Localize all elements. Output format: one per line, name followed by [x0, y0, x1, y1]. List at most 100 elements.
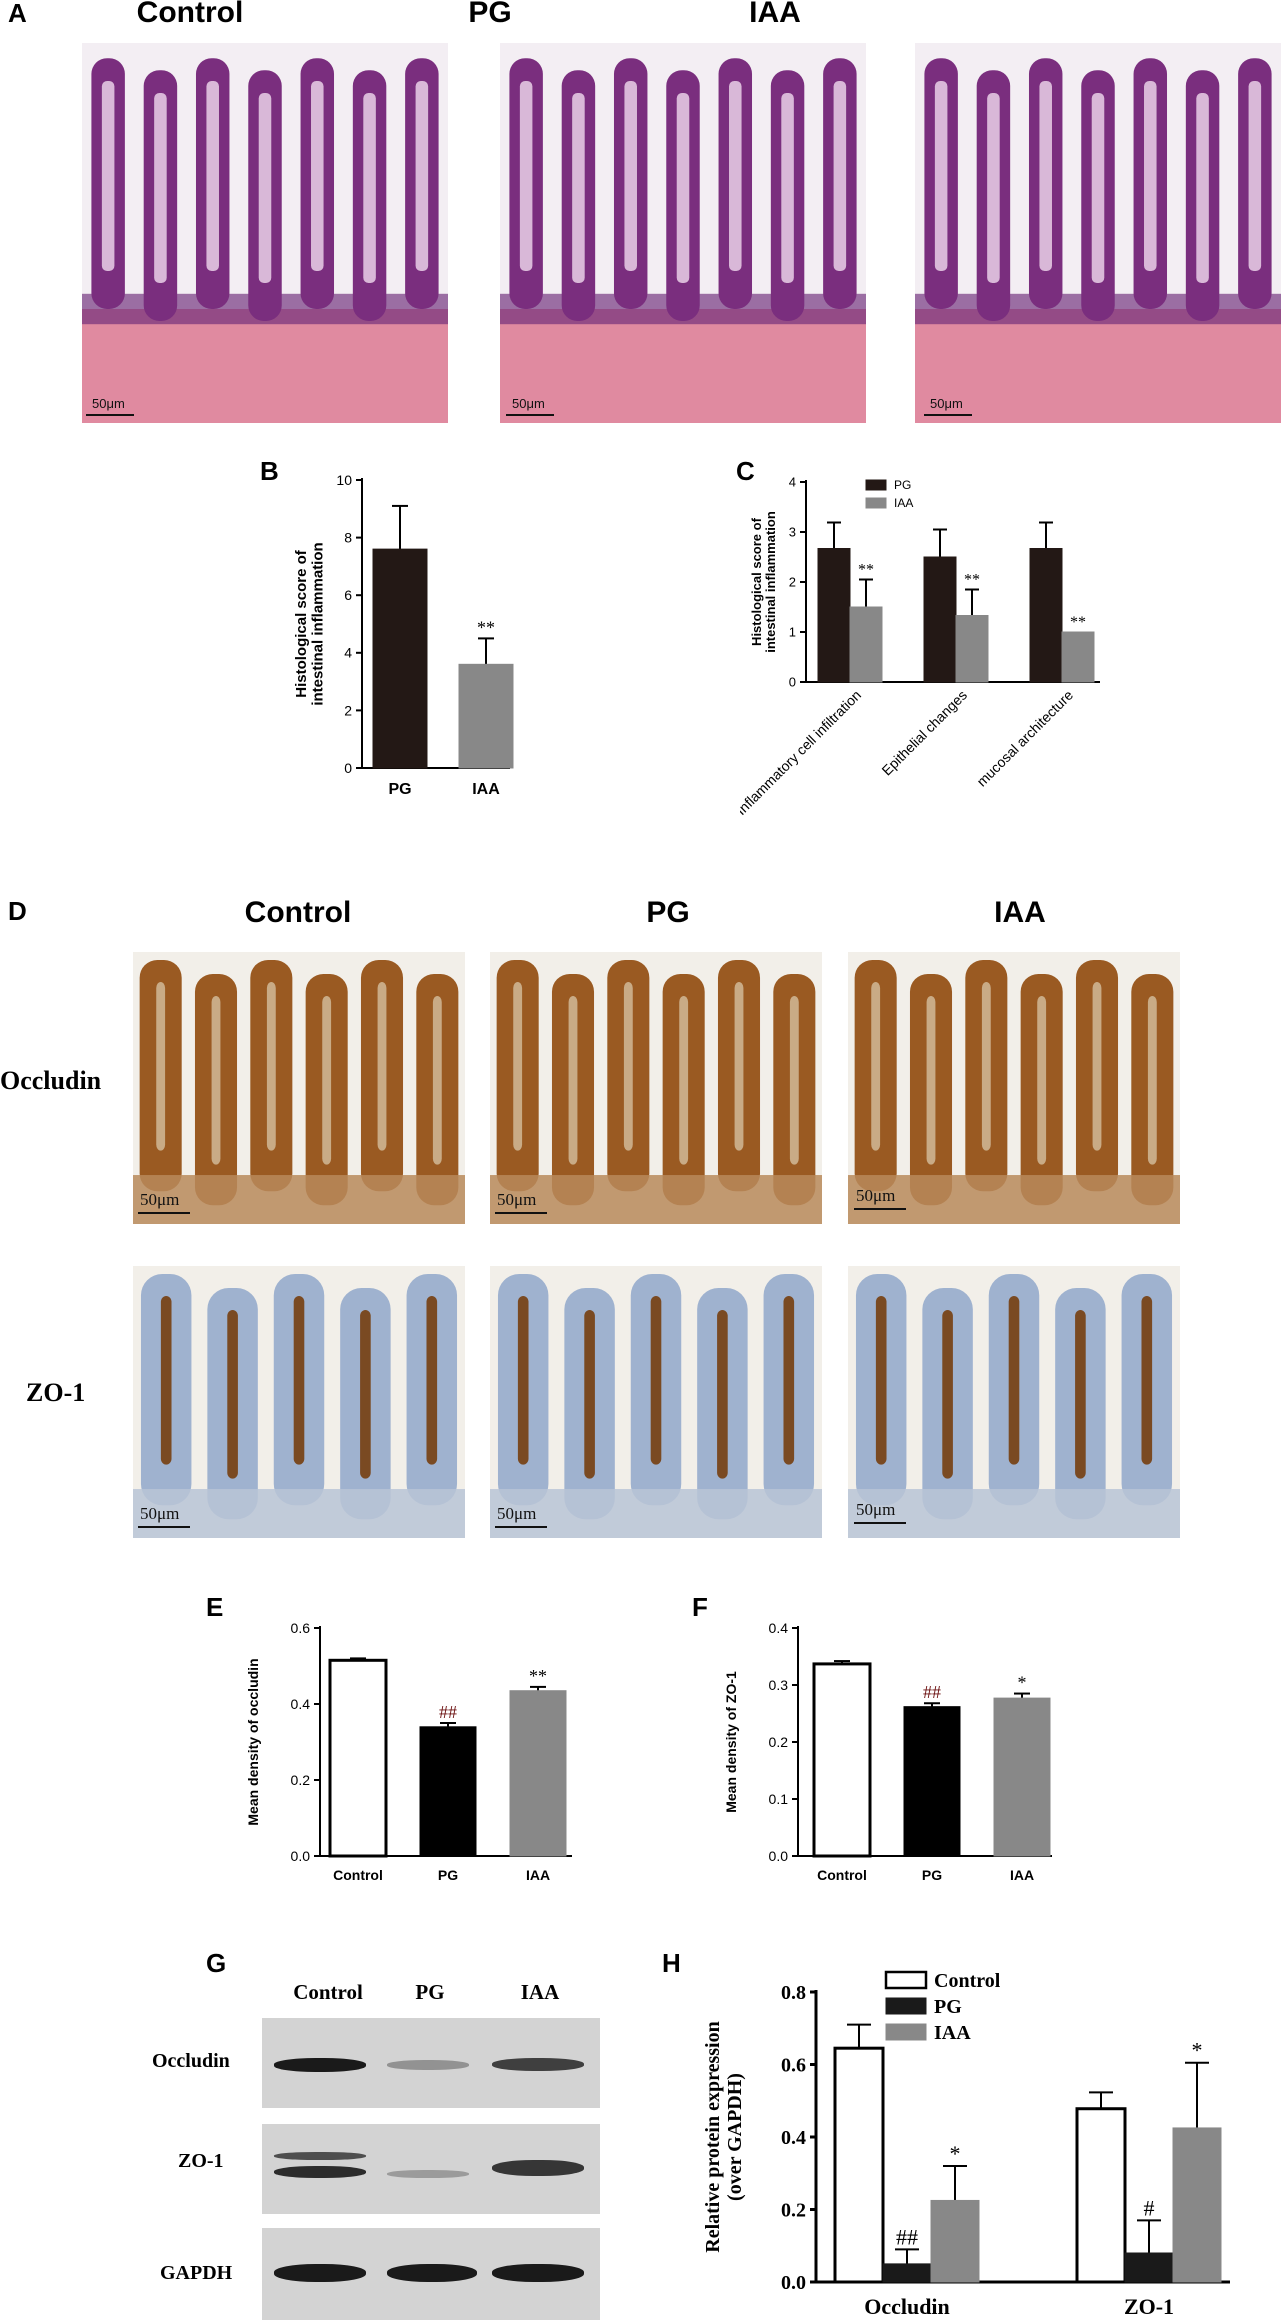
significance-marker: ** — [477, 617, 495, 637]
ihc-crypt-layer — [490, 1175, 822, 1224]
y-tick-label: 0.2 — [769, 1734, 789, 1750]
ihc-tissue-drawing — [490, 1266, 822, 1538]
x-category-label: PG — [388, 781, 411, 798]
x-category-label: IAA — [526, 1867, 550, 1883]
panel-d-col-control: Control — [244, 896, 352, 929]
he-muscle-layer — [915, 309, 1281, 423]
y-tick-label: 6 — [344, 587, 352, 603]
legend-label: Control — [934, 1970, 1001, 1992]
x-category-label: Occludin — [864, 2294, 950, 2319]
panel-d-letter: D — [8, 896, 27, 926]
x-category-label: mucosal architecture — [973, 687, 1076, 790]
ihc-villus-core — [517, 1296, 529, 1465]
scale-bar-d-1 — [138, 1212, 190, 1214]
he-villus-core — [934, 81, 948, 271]
blot-band — [387, 2264, 477, 2282]
blot-band — [387, 2060, 469, 2070]
ihc-villus-core — [513, 982, 523, 1151]
bar — [1075, 2107, 1127, 2284]
x-category-label: Inflammatory cell infiltration — [740, 687, 864, 818]
ihc-villus-core — [875, 1296, 887, 1465]
chart-c: 0 1 2 3 4 Histological score ofintestinal inf… — [740, 475, 1100, 818]
scale-label-a-control: 50μm — [92, 396, 125, 411]
y-tick-label: 4 — [344, 645, 352, 661]
ihc-villus-core — [211, 996, 221, 1165]
bar — [458, 663, 514, 769]
y-axis-label: Histological score ofintestinal inflamma… — [749, 511, 778, 653]
he-villus-core — [101, 81, 115, 271]
panel-g-col-control: Control — [293, 1980, 363, 2004]
legend-swatch — [865, 497, 887, 509]
ihc-villus-core — [1147, 996, 1157, 1165]
ihc-villus-core — [584, 1310, 595, 1479]
ihc-villus-core — [1037, 996, 1047, 1165]
significance-marker: ## — [923, 1682, 941, 1702]
y-tick-label: 0 — [789, 675, 796, 690]
panel-d-row-zo1: ZO-1 — [26, 1378, 86, 1407]
panel-g-col-pg: PG — [415, 1980, 445, 2004]
he-villus-core — [1091, 93, 1105, 283]
bar — [328, 1658, 388, 1858]
he-villus-core — [729, 81, 742, 271]
legend-label: IAA — [894, 496, 913, 510]
he-micrograph-iaa — [915, 43, 1281, 423]
he-muscle-layer — [500, 309, 866, 423]
y-tick-label: 10 — [336, 472, 352, 488]
panel-h-letter: H — [662, 1948, 681, 1978]
ihc-villus-core — [734, 982, 744, 1151]
scale-bar-a-pg — [506, 414, 554, 416]
y-tick-label: 3 — [789, 525, 796, 540]
scale-label-d-2: 50μm — [497, 1190, 537, 1209]
he-villus-core — [363, 93, 376, 283]
ihc-tissue-drawing — [133, 952, 465, 1224]
significance-marker: ** — [529, 1666, 547, 1686]
chart-f: 0.0 0.1 0.2 0.3 0.4 Mean density of ZO-1 Contr… — [723, 1620, 1052, 1883]
he-villus-core — [624, 81, 637, 271]
y-tick-label: 0.1 — [769, 1791, 789, 1807]
y-axis-label: Mean density of ZO-1 — [723, 1671, 739, 1813]
y-tick-label: 1 — [789, 625, 796, 640]
blot-band — [492, 2264, 584, 2282]
he-micrograph-control — [82, 43, 448, 423]
y-tick-label: 4 — [789, 475, 796, 490]
ihc-villus-core — [942, 1310, 953, 1479]
bar — [1172, 2127, 1222, 2283]
he-micrograph-pg — [500, 43, 866, 423]
ihc-tissue-drawing — [133, 1266, 465, 1538]
chart-e: 0.0 0.2 0.4 0.6 Mean density of occludin Cont… — [245, 1620, 572, 1883]
he-villus-core — [1039, 81, 1052, 271]
ihc-villus-core — [926, 996, 936, 1165]
ihc-villus-core — [783, 1296, 795, 1465]
significance-marker: * — [1192, 2038, 1203, 2063]
panel-a-col-iaa: IAA — [749, 0, 801, 29]
he-villus-core — [1196, 93, 1209, 283]
legend-swatch — [885, 1997, 927, 2015]
ihc-villus-core — [426, 1296, 438, 1465]
ihc-villus-core — [227, 1310, 238, 1479]
scale-label-d-6: 50μm — [856, 1500, 896, 1519]
ihc-villus-core — [160, 1296, 172, 1465]
scale-label-a-pg: 50μm — [512, 396, 545, 411]
y-axis-label: Histological score ofintestinal inflamma… — [293, 542, 327, 705]
scale-label-d-5: 50μm — [497, 1504, 537, 1523]
scale-bar-a-control — [86, 414, 134, 416]
legend-swatch — [884, 1970, 928, 1990]
y-tick-label: 0.8 — [781, 1982, 806, 2004]
bar — [930, 2199, 980, 2283]
significance-marker: ** — [858, 562, 874, 579]
ihc-villus-core — [432, 996, 442, 1165]
x-category-label: Control — [333, 1867, 383, 1883]
bar — [882, 2263, 932, 2283]
blot-band — [492, 2058, 584, 2071]
scale-bar-a-iaa — [924, 414, 972, 416]
significance-marker: ## — [896, 2224, 918, 2249]
panel-g-row-occludin: Occludin — [152, 2050, 230, 2072]
blot-band — [274, 2166, 366, 2178]
bar — [1061, 631, 1095, 683]
significance-marker: ## — [439, 1702, 457, 1722]
bar — [812, 1662, 872, 1858]
scale-bar-d-3 — [854, 1208, 906, 1210]
panel-b-letter: B — [260, 456, 279, 486]
scale-label-d-4: 50μm — [140, 1504, 180, 1523]
ihc-villus-core — [623, 982, 633, 1151]
